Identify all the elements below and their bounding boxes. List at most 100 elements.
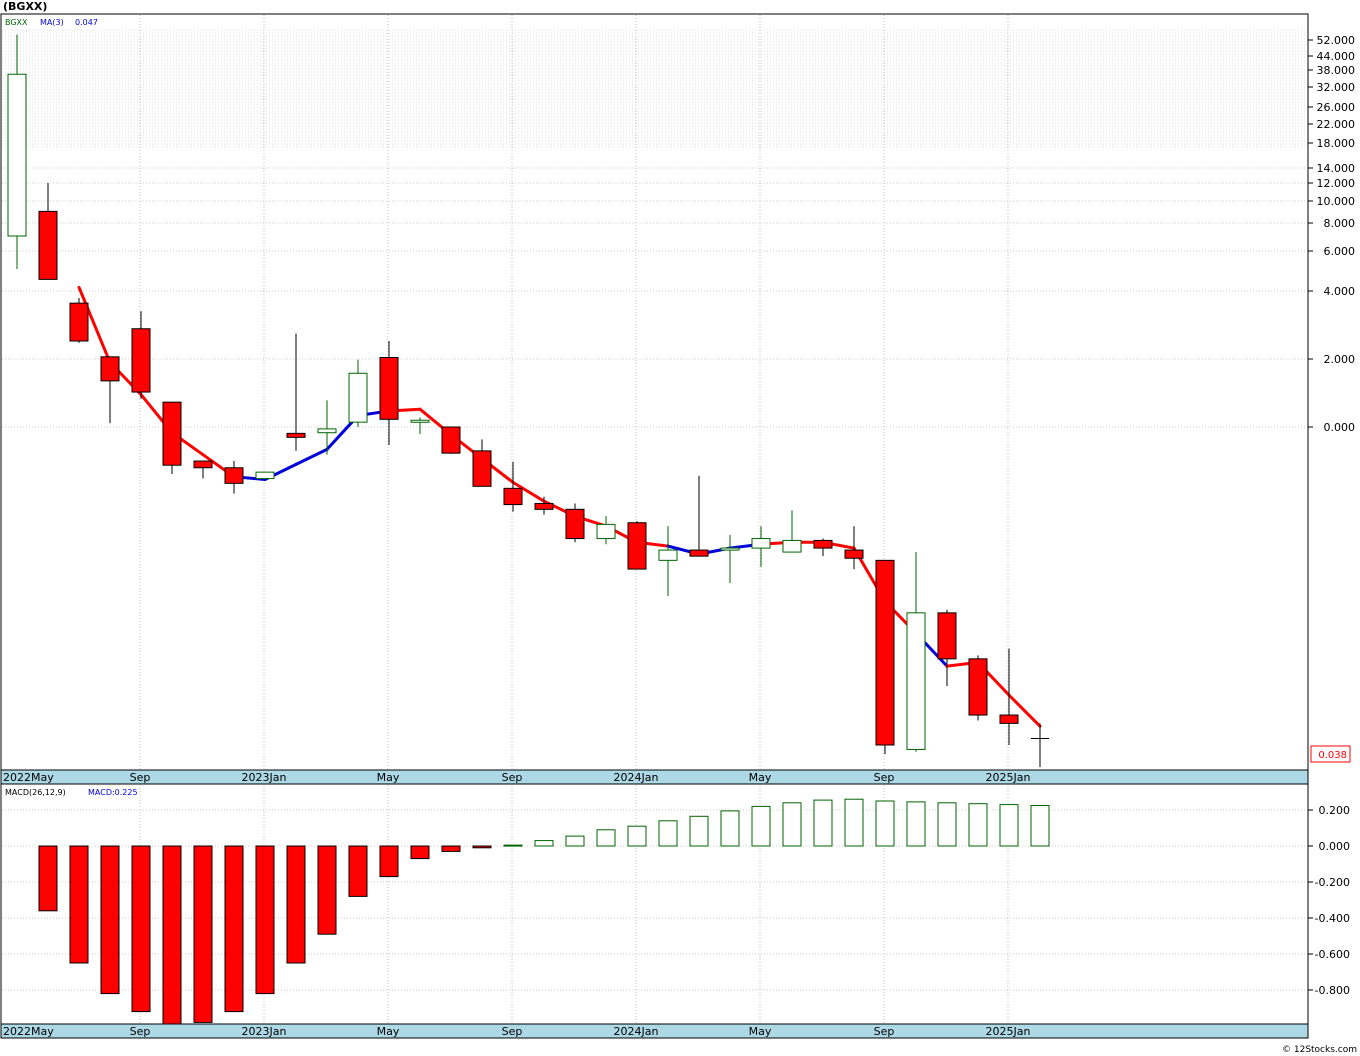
macd-bar: [565, 835, 585, 847]
macd-bar: [286, 845, 306, 964]
candle-body: [410, 419, 430, 423]
macd-legend-label: MACD(26,12,9): [5, 788, 66, 797]
y-tick-label: 10.000: [1317, 195, 1356, 208]
x-tick-label: 2024Jan: [614, 771, 659, 784]
candle: [224, 461, 244, 494]
candle: [100, 356, 120, 424]
macd-bar: [348, 845, 368, 897]
y-tick-label: 0.000: [1324, 421, 1356, 434]
macd-histogram: [38, 798, 1050, 1025]
macd-bar: [1030, 805, 1050, 847]
candle-body: [689, 549, 709, 557]
ma3-segment: [511, 480, 546, 503]
y-tick-label: 52.000: [1317, 34, 1356, 47]
last-price-box: [1310, 745, 1351, 763]
candle-body: [875, 559, 895, 746]
macd-bar: [627, 825, 647, 847]
macd-panel: [0, 783, 1309, 1025]
macd-bar: [844, 798, 864, 847]
macd-bar: [131, 845, 151, 1013]
price-panel: [0, 13, 1309, 771]
candle: [379, 341, 399, 445]
x-tick-label: Sep: [130, 771, 151, 784]
macd-bar: [658, 820, 678, 847]
macd-bar: [224, 845, 244, 1013]
legend-ma-label: MA(3): [40, 18, 64, 27]
candle-body: [348, 372, 368, 423]
x-tick-label: May: [749, 771, 772, 784]
candle: [751, 526, 771, 567]
candle: [937, 609, 957, 687]
footer-credit: © 12Stocks.com: [1282, 1045, 1357, 1055]
ma3-segment: [294, 447, 329, 466]
candle: [410, 417, 430, 435]
y-tick-label: 18.000: [1317, 137, 1356, 150]
legend-symbol: BGXX: [5, 18, 28, 27]
x-tick-label: Sep: [874, 1025, 895, 1038]
macd-bar: [813, 799, 833, 847]
candle: [596, 516, 616, 545]
candle: [286, 333, 306, 451]
macd-bar: [38, 845, 58, 912]
candle-body: [627, 522, 647, 570]
macd-bar: [379, 845, 399, 878]
candle: [69, 297, 89, 343]
x-tick-label: 2025Jan: [986, 1025, 1031, 1038]
candle-body: [131, 328, 151, 393]
macd-bar: [441, 845, 461, 852]
macd-bar: [751, 805, 771, 847]
x-tick-label: Sep: [130, 1025, 151, 1038]
candle: [875, 559, 895, 755]
x-tick-label: 2023Jan: [242, 771, 287, 784]
y-tick-label: 26.000: [1317, 101, 1356, 114]
candle: [1031, 723, 1049, 768]
candle-body: [999, 714, 1019, 724]
x-tick-label: 2022May: [3, 1025, 54, 1038]
candle-body: [379, 357, 399, 420]
macd-bar: [720, 810, 740, 847]
candle-body: [286, 432, 306, 438]
candle: [503, 461, 523, 512]
y-tick-label: 6.000: [1324, 245, 1356, 258]
x-tick-label: 2023Jan: [242, 1025, 287, 1038]
macd-x-axis-band: [0, 1023, 1309, 1039]
ma3-segment: [1007, 693, 1042, 728]
macd-y-tick-label: -0.800: [1315, 984, 1350, 997]
x-tick-label: 2024Jan: [614, 1025, 659, 1038]
candle-body: [596, 523, 616, 540]
candle: [193, 460, 213, 479]
candle-body: [441, 426, 461, 454]
y-tick-label: 22.000: [1317, 118, 1356, 131]
macd-bar: [472, 845, 492, 849]
candle: [658, 526, 678, 596]
candle-body: [317, 428, 337, 434]
ma3-segment: [77, 285, 112, 364]
candle-body: [813, 539, 833, 549]
macd-bar: [410, 845, 430, 860]
x-tick-label: Sep: [874, 771, 895, 784]
y-tick-label: 32.000: [1317, 81, 1356, 94]
macd-bar: [968, 803, 988, 847]
macd-bar: [69, 845, 89, 964]
macd-bar: [162, 845, 182, 1025]
y-tick-label: 2.000: [1324, 353, 1356, 366]
candle-body: [193, 460, 213, 469]
candle: [689, 475, 709, 557]
candle-body: [7, 73, 27, 237]
y-tick-label: 38.000: [1317, 64, 1356, 77]
y-tick-label: 44.000: [1317, 50, 1356, 63]
macd-y-tick-label: 0.000: [1319, 840, 1351, 853]
candle-body: [844, 549, 864, 559]
x-tick-label: May: [749, 1025, 772, 1038]
candle: [968, 655, 988, 721]
macd-bar: [317, 845, 337, 935]
candle: [255, 471, 275, 480]
candle: [162, 401, 182, 474]
candlestick-series: [7, 34, 1049, 768]
y-tick-label: 8.000: [1324, 217, 1356, 230]
x-tick-label: May: [377, 1025, 400, 1038]
candle-body: [782, 539, 802, 553]
macd-bar: [534, 840, 554, 847]
